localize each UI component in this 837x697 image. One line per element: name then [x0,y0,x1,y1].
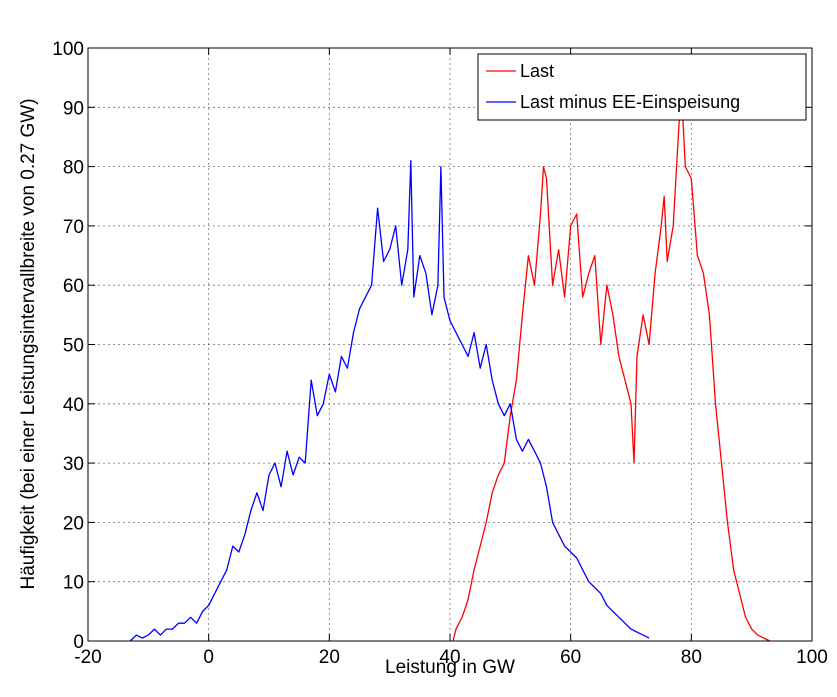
y-tick-label: 20 [63,513,84,534]
y-tick-label: 90 [63,98,84,119]
series-lines [129,106,771,642]
x-tick-label: 80 [681,647,702,668]
y-tick-label: 70 [63,217,84,238]
legend-label-last-minus-ee: Last minus EE-Einspeisung [520,92,740,112]
y-tick-label: 0 [73,632,84,653]
y-tick-label: 80 [63,158,84,179]
legend-box [477,53,807,121]
x-tick-label: 100 [796,647,828,668]
x-axis-label: Leistung in GW [385,657,515,678]
legend: Last Last minus EE-Einspeisung [477,53,807,121]
x-tick-label: -20 [74,647,101,668]
y-tick-label: 40 [63,395,84,416]
series-line-last [452,106,771,642]
y-axis-label: Häufigkeit (bei einer Leistungsintervall… [18,98,39,589]
x-tick-label: 60 [560,647,581,668]
y-tick-label: 100 [52,39,84,60]
x-tick-labels: -20 0 20 40 60 80 100 [74,647,828,668]
y-tick-label: 30 [63,454,84,475]
y-tick-labels: 0 10 20 30 40 50 60 70 80 90 100 [52,39,84,653]
x-tick-label: 40 [439,647,460,668]
y-tick-label: 60 [63,276,84,297]
series-line-last-minus-ee [129,160,650,642]
x-tick-label: 20 [319,647,340,668]
x-tick-label: 0 [203,647,214,668]
y-tick-label: 10 [63,573,84,594]
grid [88,48,812,641]
legend-label-last: Last [520,61,554,81]
y-tick-label: 50 [63,336,84,357]
